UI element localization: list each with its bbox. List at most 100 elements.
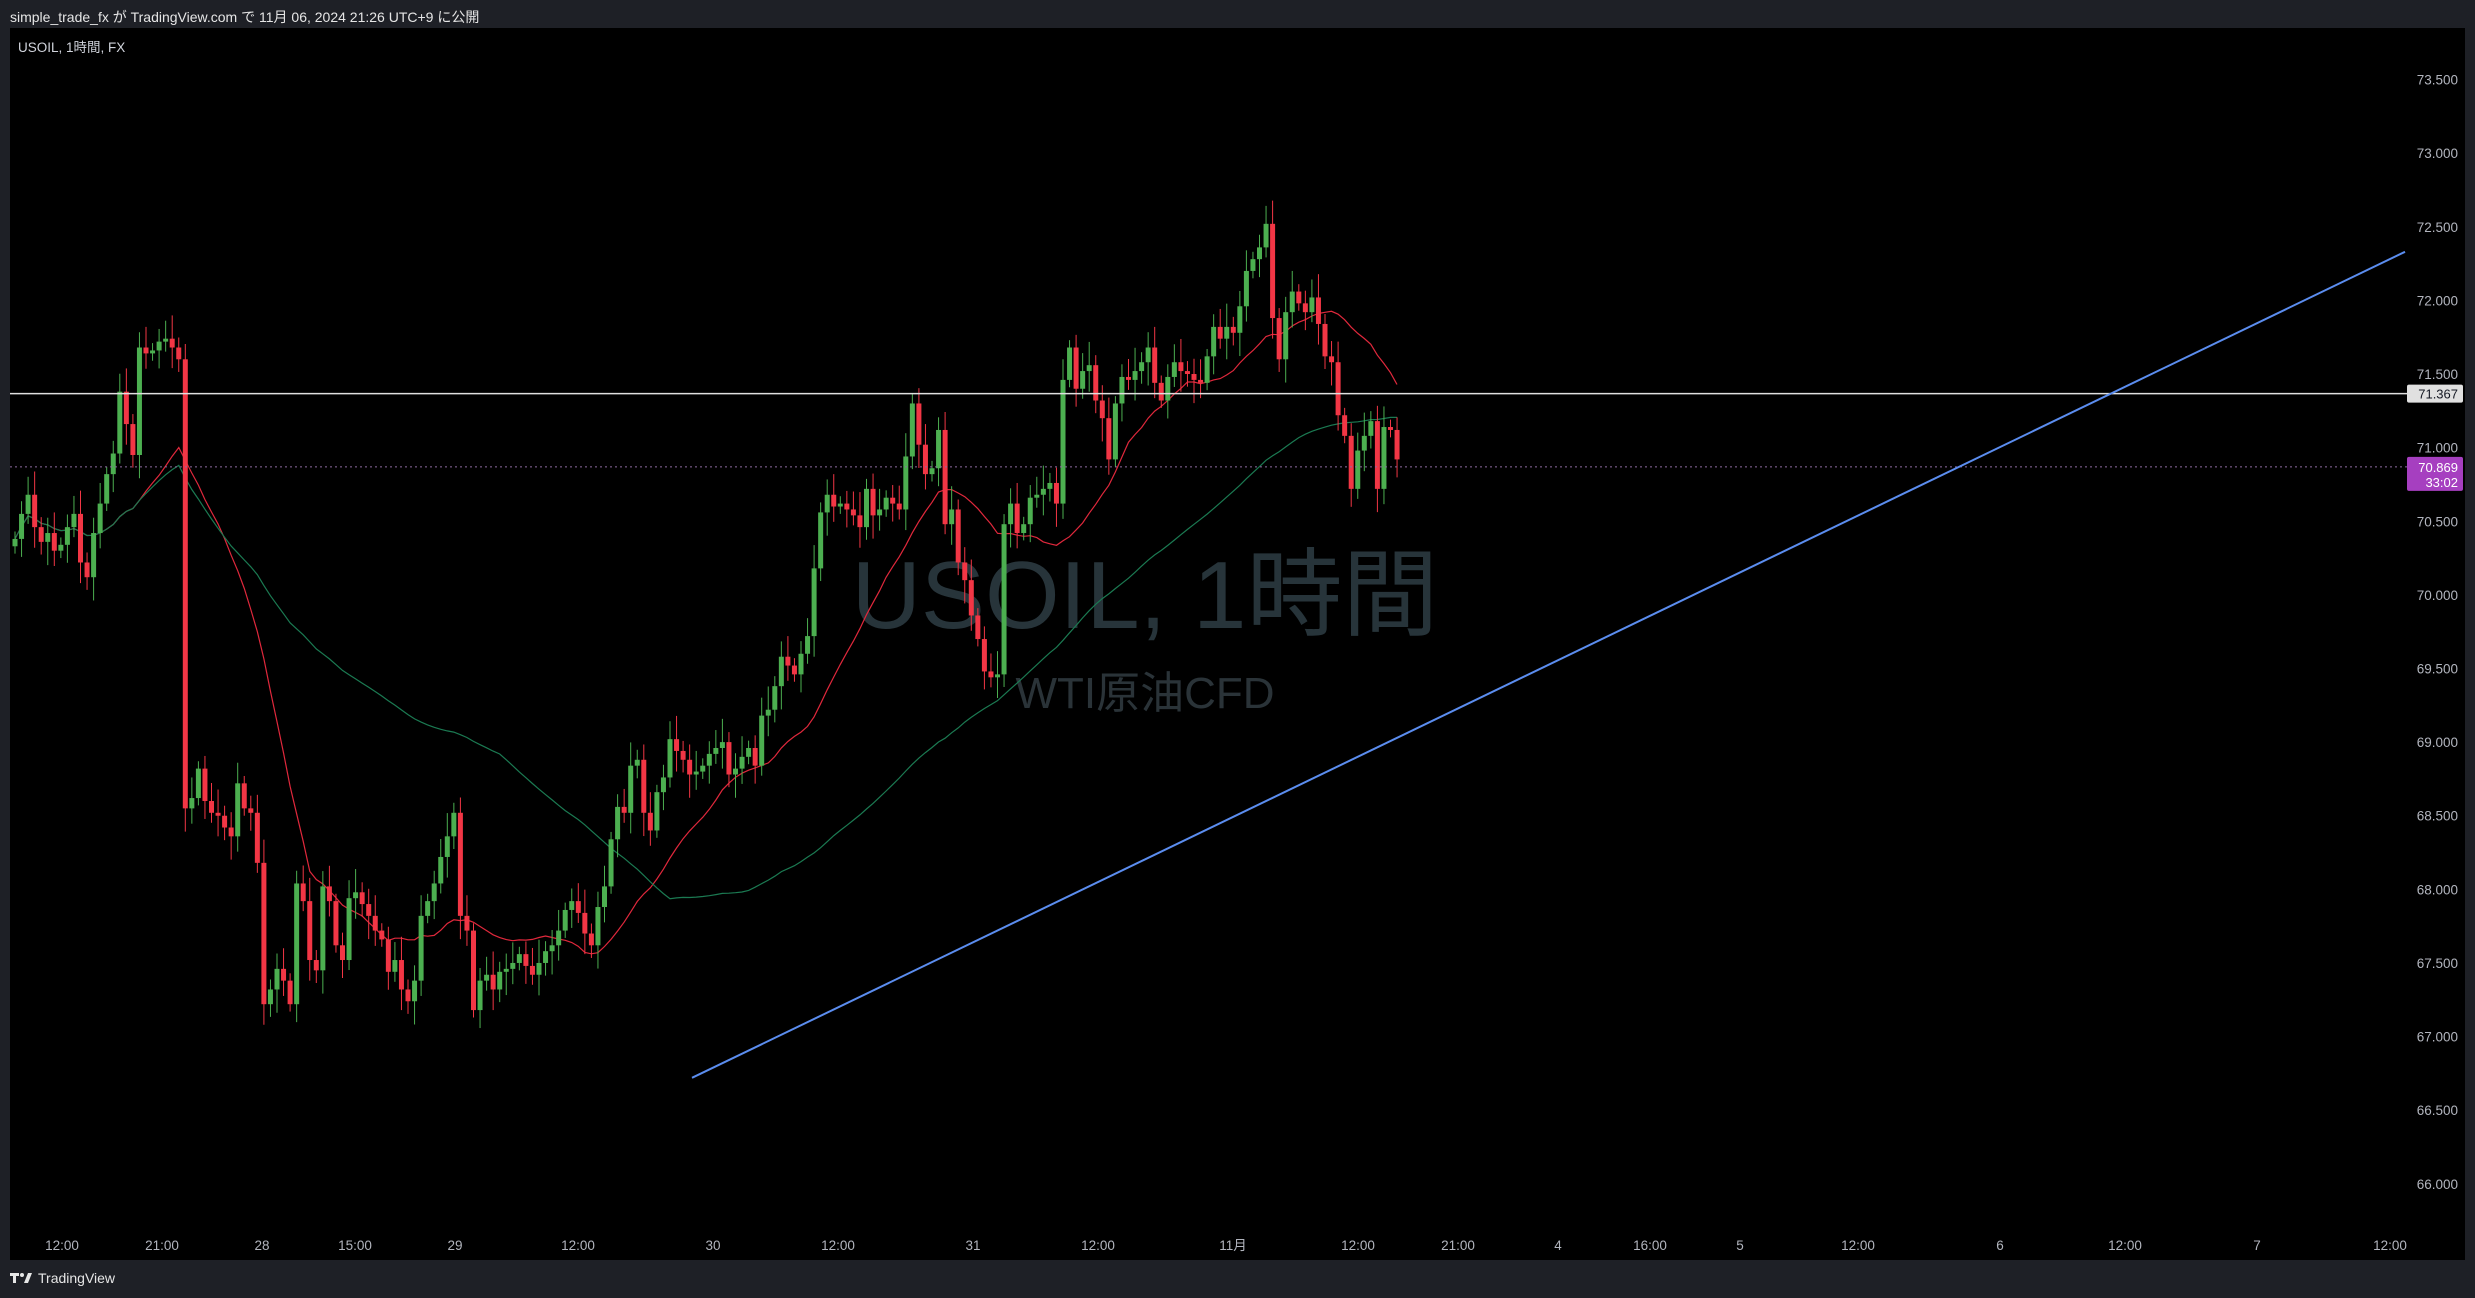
- time-tick-label: 12:00: [1081, 1238, 1115, 1253]
- price-tick-label: 72.500: [2417, 220, 2458, 235]
- candle-body: [536, 962, 542, 975]
- candle-body: [608, 839, 614, 887]
- candle-body: [71, 513, 77, 528]
- candle-body: [1257, 247, 1262, 260]
- candle-body: [962, 562, 968, 581]
- candle-body: [739, 756, 745, 769]
- trendline: [691, 250, 2406, 1079]
- candle-body: [359, 892, 365, 905]
- candle-body: [58, 544, 64, 551]
- candle-body: [909, 403, 915, 457]
- candle-body: [1014, 503, 1020, 534]
- candle-body: [209, 801, 214, 813]
- candle-body: [864, 488, 869, 528]
- candle-body: [267, 989, 273, 1005]
- chart-pane[interactable]: USOIL, 1時間 WTI原油CFD 73.500 73.000 72.500 72…: [10, 28, 2465, 1260]
- chart-canvas[interactable]: USOIL, 1時間 WTI原油CFD 73.50073.00072.50072…: [10, 28, 2465, 1260]
- candle-body: [1008, 503, 1014, 525]
- candle-body: [1302, 303, 1308, 313]
- candle-body: [1126, 376, 1131, 380]
- candle-body: [778, 656, 784, 687]
- candle-body: [510, 962, 516, 969]
- symbol-legend[interactable]: USOIL, 1時間, FX: [18, 40, 126, 55]
- candle-body: [320, 886, 326, 971]
- tradingview-logo[interactable]: TradingView: [10, 1270, 115, 1286]
- candle-body: [1060, 379, 1066, 504]
- price-scale[interactable]: 73.500 73.000 72.500 72.000 71.500 71.000 70.5…: [2407, 73, 2463, 1192]
- candle-body: [746, 748, 752, 757]
- time-tick-label: 5: [1736, 1238, 1744, 1253]
- candle-body: [1237, 306, 1243, 333]
- time-tick-label: 6: [1996, 1238, 2004, 1253]
- candle-body: [588, 933, 594, 946]
- candle-body: [687, 759, 693, 775]
- candle-body: [1001, 524, 1007, 675]
- time-tick-label: 21:00: [145, 1238, 179, 1253]
- watermark: USOIL, 1時間 WTI原油CFD: [852, 542, 1439, 718]
- candle-body: [235, 783, 241, 837]
- moving-averages: [14, 310, 1398, 955]
- candles: [12, 200, 1400, 1029]
- candle-body: [569, 901, 575, 910]
- candle-body: [1106, 418, 1112, 460]
- candle-body: [1158, 382, 1164, 401]
- candle-body: [1086, 365, 1092, 372]
- candle-body: [19, 513, 25, 539]
- price-tick-label: 73.500: [2417, 73, 2458, 88]
- candle-body: [621, 806, 627, 813]
- candle-body: [313, 960, 319, 971]
- candle-body: [1198, 379, 1204, 383]
- time-tick-label: 16:00: [1633, 1238, 1667, 1253]
- candle-body: [1047, 482, 1053, 489]
- candle-body: [163, 338, 169, 342]
- candle-body: [523, 954, 529, 966]
- candle-body: [641, 759, 647, 813]
- candle-body: [903, 456, 909, 510]
- candle-body: [38, 527, 44, 542]
- candle-body: [595, 907, 601, 946]
- candle-body: [471, 930, 476, 1011]
- candle-body: [1171, 362, 1177, 377]
- candle-body: [1355, 450, 1361, 489]
- candle-body: [1374, 421, 1380, 489]
- candle-body: [1184, 371, 1190, 375]
- candle-body: [366, 904, 372, 916]
- candle-body: [1040, 488, 1046, 495]
- candle-body: [1099, 400, 1105, 419]
- candle-body: [798, 653, 804, 675]
- time-tick-label: 12:00: [1341, 1238, 1375, 1253]
- candle-body: [516, 954, 522, 963]
- brand-name: TradingView: [38, 1270, 116, 1286]
- price-tick-label: 67.500: [2417, 956, 2458, 971]
- candle-body: [785, 656, 791, 666]
- horizontal-line-label: 71.367: [2418, 387, 2458, 402]
- candle-body: [1132, 371, 1138, 380]
- candle-body: [392, 960, 398, 972]
- publisher-text: simple_trade_fx が TradingView.com で 11月 …: [10, 9, 480, 25]
- price-tick-label: 66.000: [2417, 1177, 2458, 1192]
- candle-body: [647, 812, 653, 831]
- candle-body: [562, 909, 568, 931]
- candle-body: [1191, 374, 1197, 380]
- time-tick-label: 12:00: [45, 1238, 79, 1253]
- time-tick-label: 28: [254, 1238, 269, 1253]
- time-tick-label: 12:00: [1841, 1238, 1875, 1253]
- candle-body: [981, 639, 987, 672]
- watermark-subtitle: WTI原油CFD: [1015, 669, 1274, 718]
- candle-body: [78, 513, 83, 563]
- candle-body: [1165, 376, 1171, 401]
- drawings[interactable]: [10, 250, 2410, 1079]
- candle-body: [12, 538, 18, 547]
- time-scale[interactable]: 12:00 21:00 28 15:00 29 12:00 30 12:00 31 12:00 11…: [45, 1238, 2407, 1253]
- candle-body: [791, 665, 797, 675]
- price-tick-label: 71.000: [2417, 441, 2458, 456]
- candle-body: [398, 960, 404, 990]
- candle-body: [1394, 429, 1400, 460]
- candle-body: [274, 968, 280, 990]
- candle-body: [51, 533, 57, 551]
- candle-body: [857, 515, 863, 528]
- candle-body: [281, 968, 287, 981]
- candle-body: [1315, 297, 1321, 324]
- candle-body: [261, 862, 267, 1005]
- candle-body: [680, 750, 686, 760]
